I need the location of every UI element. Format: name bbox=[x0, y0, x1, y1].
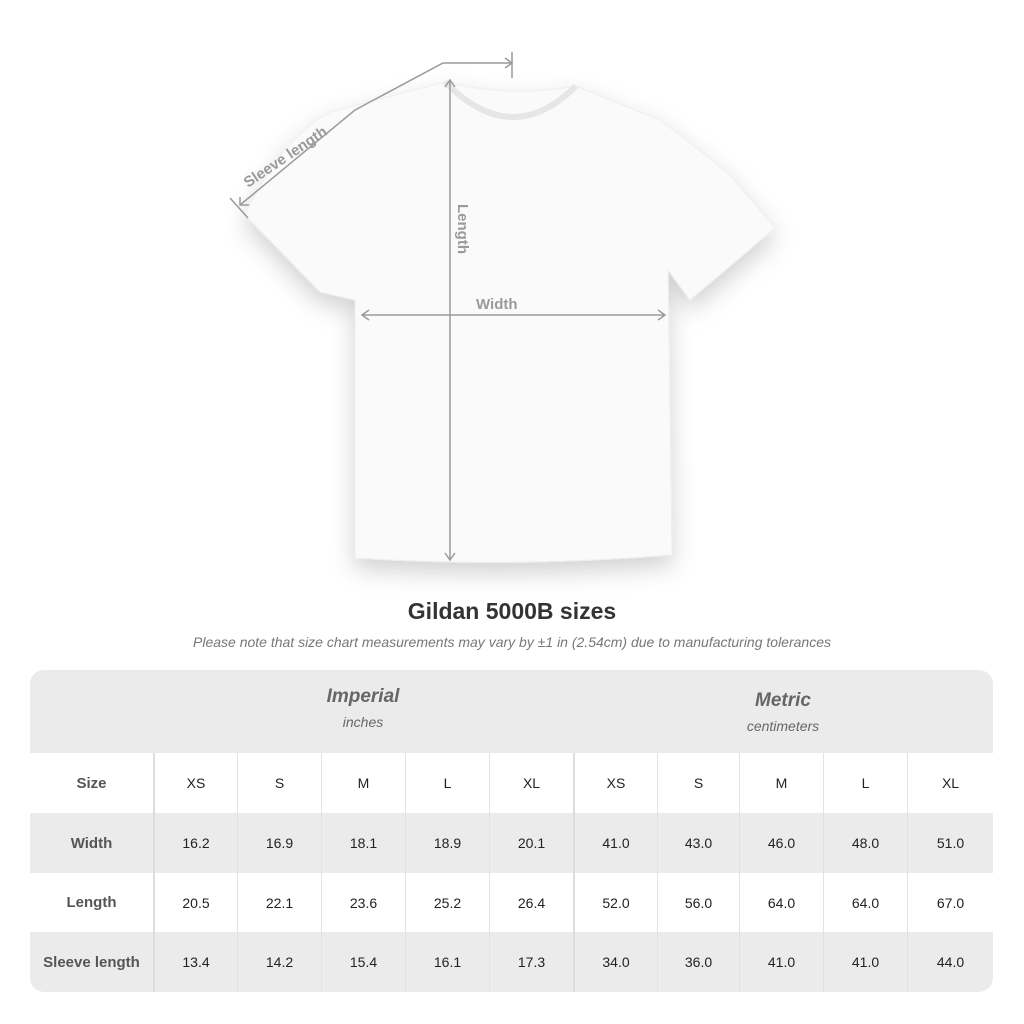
table-cell: 16.1 bbox=[405, 932, 489, 992]
table-cell: 43.0 bbox=[657, 813, 739, 873]
table-cell: 64.0 bbox=[823, 873, 907, 932]
table-cell: 23.6 bbox=[321, 873, 405, 932]
table-cell: M bbox=[321, 753, 405, 813]
table-cell: 16.2 bbox=[153, 813, 237, 873]
table-cell: XL bbox=[907, 753, 993, 813]
collar bbox=[442, 79, 579, 120]
table-cell: 20.5 bbox=[153, 873, 237, 932]
table-cell: 41.0 bbox=[573, 813, 657, 873]
table-cell: 22.1 bbox=[237, 873, 321, 932]
table-cell: 18.1 bbox=[321, 813, 405, 873]
table-cell: 34.0 bbox=[573, 932, 657, 992]
table-cell: 64.0 bbox=[739, 873, 823, 932]
table-cell: 20.1 bbox=[489, 813, 573, 873]
table-cell: 36.0 bbox=[657, 932, 739, 992]
row-label: Sleeve length bbox=[43, 953, 140, 971]
imperial-header: Imperial inches bbox=[153, 686, 573, 730]
table-cell: 13.4 bbox=[153, 932, 237, 992]
table-cell: 18.9 bbox=[405, 813, 489, 873]
table-cell: XS bbox=[573, 753, 657, 813]
table-cell: 17.3 bbox=[489, 932, 573, 992]
table-row: Length 20.5 22.1 23.6 25.2 26.4 52.0 56.0 64.0 64… bbox=[30, 873, 993, 932]
table-cell: 67.0 bbox=[907, 873, 993, 932]
tolerance-note: Please note that size chart measurements… bbox=[193, 634, 831, 650]
table-cell: 16.9 bbox=[237, 813, 321, 873]
page-title: Gildan 5000B sizes bbox=[407, 598, 617, 624]
table-cell: 52.0 bbox=[573, 873, 657, 932]
table-cell: S bbox=[237, 753, 321, 813]
table-cell: XS bbox=[153, 753, 237, 813]
table-cell: M bbox=[739, 753, 823, 813]
imperial-unit: inches bbox=[342, 714, 384, 730]
imperial-title: Imperial bbox=[326, 686, 400, 707]
table-cell: 41.0 bbox=[823, 932, 907, 992]
tshirt-diagram: Sleeve length Length Width bbox=[229, 52, 776, 563]
measure-lines bbox=[229, 52, 667, 562]
table-cell: 41.0 bbox=[739, 932, 823, 992]
table-row: Sleeve length 13.4 14.2 15.4 16.1 17.3 34.0 36.… bbox=[30, 932, 993, 992]
row-label: Size bbox=[76, 774, 107, 792]
table-cell: 14.2 bbox=[237, 932, 321, 992]
table-cell: 15.4 bbox=[321, 932, 405, 992]
width-label: Width bbox=[476, 296, 518, 313]
table-cell: L bbox=[405, 753, 489, 813]
table-cell: 44.0 bbox=[907, 932, 993, 992]
table-cell: 56.0 bbox=[657, 873, 739, 932]
metric-title: Metric bbox=[755, 690, 811, 711]
row-label: Length bbox=[66, 894, 117, 911]
row-label: Width bbox=[70, 834, 113, 852]
table-cell: 51.0 bbox=[907, 813, 993, 873]
table-cell: 48.0 bbox=[823, 813, 907, 873]
table-row: Width 16.2 16.9 18.1 18.9 20.1 41.0 43.0 46.0 48.… bbox=[30, 813, 993, 873]
length-label: Length bbox=[454, 204, 471, 254]
table-cell: 46.0 bbox=[739, 813, 823, 873]
size-table: Imperial inches Metric centimeters Size X… bbox=[30, 670, 993, 992]
table-cell: 25.2 bbox=[405, 873, 489, 932]
table-cell: 26.4 bbox=[489, 873, 573, 932]
table-cell: L bbox=[823, 753, 907, 813]
tshirt-shape bbox=[244, 81, 776, 563]
metric-unit: centimeters bbox=[746, 718, 820, 734]
table-row: Size XS S M L XL XS S M L XL bbox=[30, 753, 993, 813]
table-header: Imperial inches Metric centimeters bbox=[30, 670, 993, 753]
table-cell: S bbox=[657, 753, 739, 813]
table-cell: XL bbox=[489, 753, 573, 813]
metric-header: Metric centimeters bbox=[573, 690, 993, 734]
